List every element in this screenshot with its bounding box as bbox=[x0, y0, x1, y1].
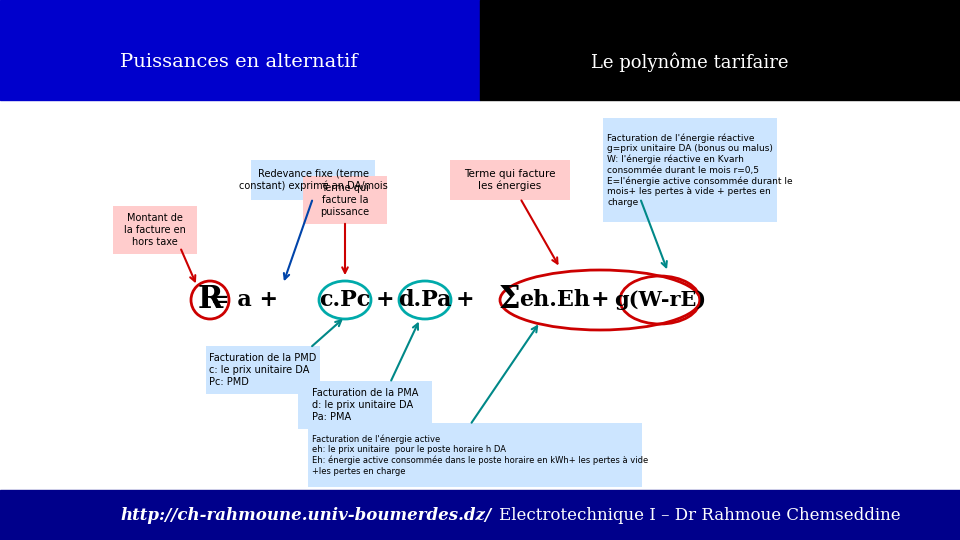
Text: Facturation de l'énergie active
eh: le prix unitaire  pour le poste horaire h DA: Facturation de l'énergie active eh: le p… bbox=[312, 434, 648, 476]
Text: = a +: = a + bbox=[211, 289, 278, 311]
Text: http://ch-rahmoune.univ-boumerdes.dz/: http://ch-rahmoune.univ-boumerdes.dz/ bbox=[120, 507, 492, 523]
FancyBboxPatch shape bbox=[308, 423, 642, 487]
Text: +: + bbox=[456, 289, 474, 311]
FancyBboxPatch shape bbox=[603, 118, 777, 222]
Text: g(W-rE): g(W-rE) bbox=[614, 290, 706, 310]
Text: Σ: Σ bbox=[499, 285, 520, 315]
Text: Redevance fixe (terme
constant) exprimé an DA/mois: Redevance fixe (terme constant) exprimé … bbox=[239, 169, 388, 191]
Text: +: + bbox=[590, 289, 610, 311]
Text: +: + bbox=[375, 289, 395, 311]
Text: R: R bbox=[198, 285, 223, 315]
Text: eh.Eh: eh.Eh bbox=[519, 289, 590, 311]
FancyBboxPatch shape bbox=[298, 381, 432, 429]
Text: Facturation de la PMD
c: le prix unitaire DA
Pc: PMD: Facturation de la PMD c: le prix unitair… bbox=[209, 353, 317, 387]
Text: Puissances en alternatif: Puissances en alternatif bbox=[120, 53, 358, 71]
Bar bbox=[480, 0, 960, 100]
FancyBboxPatch shape bbox=[450, 160, 570, 200]
Bar bbox=[0, 0, 480, 100]
FancyBboxPatch shape bbox=[206, 346, 320, 394]
Text: Facturation de la PMA
d: le prix unitaire DA
Pa: PMA: Facturation de la PMA d: le prix unitair… bbox=[312, 388, 419, 422]
Text: d.Pa: d.Pa bbox=[398, 289, 452, 311]
Text: Electrotechnique I – Dr Rahmoue Chemseddine: Electrotechnique I – Dr Rahmoue Chemsedd… bbox=[499, 507, 900, 523]
Text: Facturation de l'énergie réactive
g=prix unitaire DA (bonus ou malus)
W: l'énerg: Facturation de l'énergie réactive g=prix… bbox=[607, 133, 793, 206]
Text: Montant de
la facture en
hors taxe: Montant de la facture en hors taxe bbox=[124, 213, 186, 247]
FancyBboxPatch shape bbox=[251, 160, 375, 200]
Text: c.Pc: c.Pc bbox=[320, 289, 371, 311]
Text: Terme qui
facture la
puissance: Terme qui facture la puissance bbox=[321, 184, 370, 217]
Bar bbox=[0, 490, 960, 540]
FancyBboxPatch shape bbox=[303, 176, 387, 224]
Text: Le polynôme tarifaire: Le polynôme tarifaire bbox=[591, 52, 789, 72]
Text: Terme qui facture
les énergies: Terme qui facture les énergies bbox=[465, 169, 556, 191]
FancyBboxPatch shape bbox=[113, 206, 197, 254]
